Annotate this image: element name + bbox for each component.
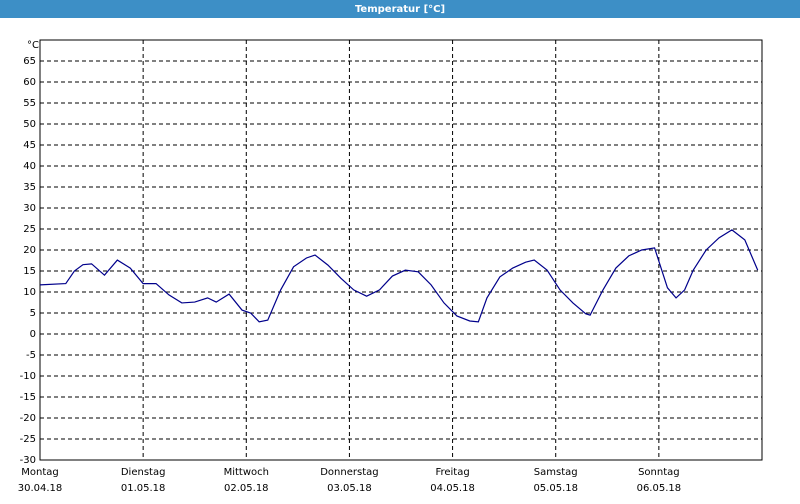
x-tick-label: Dienstag — [121, 467, 166, 478]
y-tick-label: 30 — [23, 203, 36, 214]
y-tick-label: -25 — [20, 434, 36, 445]
x-tick-date: 02.05.18 — [224, 483, 269, 494]
x-tick-label: Donnerstag — [320, 467, 378, 478]
y-tick-label: 55 — [23, 98, 36, 109]
y-tick-label: -10 — [20, 371, 36, 382]
x-tick-label: Freitag — [435, 467, 469, 478]
y-tick-label: -20 — [20, 413, 36, 424]
chart-title: Temperatur [°C] — [355, 4, 445, 15]
y-tick-label: 0 — [30, 329, 36, 340]
y-tick-label: 20 — [23, 245, 36, 256]
line-series — [39, 229, 759, 323]
x-tick-label: Sonntag — [638, 467, 680, 478]
x-tick-date: 06.05.18 — [637, 483, 682, 494]
y-tick-label: 60 — [23, 77, 36, 88]
x-tick-label: Mittwoch — [224, 467, 269, 478]
x-tick-label: Samstag — [534, 467, 578, 478]
y-axis-label: °C — [27, 40, 39, 51]
y-tick-label: 40 — [23, 161, 36, 172]
x-tick-date: 01.05.18 — [121, 483, 166, 494]
x-tick-label: Montag — [21, 467, 58, 478]
y-tick-label: 35 — [23, 182, 36, 193]
y-tick-label: 65 — [23, 56, 36, 67]
y-tick-label: -5 — [26, 350, 36, 361]
y-tick-label: 15 — [23, 266, 36, 277]
x-tick-date: 05.05.18 — [533, 483, 578, 494]
y-tick-label: 50 — [23, 119, 36, 130]
y-tick-label: 45 — [23, 140, 36, 151]
y-tick-label: 5 — [30, 308, 36, 319]
y-tick-label: -15 — [20, 392, 36, 403]
y-tick-label: 25 — [23, 224, 36, 235]
x-tick-date: 04.05.18 — [430, 483, 475, 494]
x-tick-date: 30.04.18 — [18, 483, 63, 494]
y-tick-label: -30 — [20, 455, 36, 466]
y-tick-label: 10 — [23, 287, 36, 298]
title-bar — [0, 0, 800, 18]
x-tick-date: 03.05.18 — [327, 483, 372, 494]
